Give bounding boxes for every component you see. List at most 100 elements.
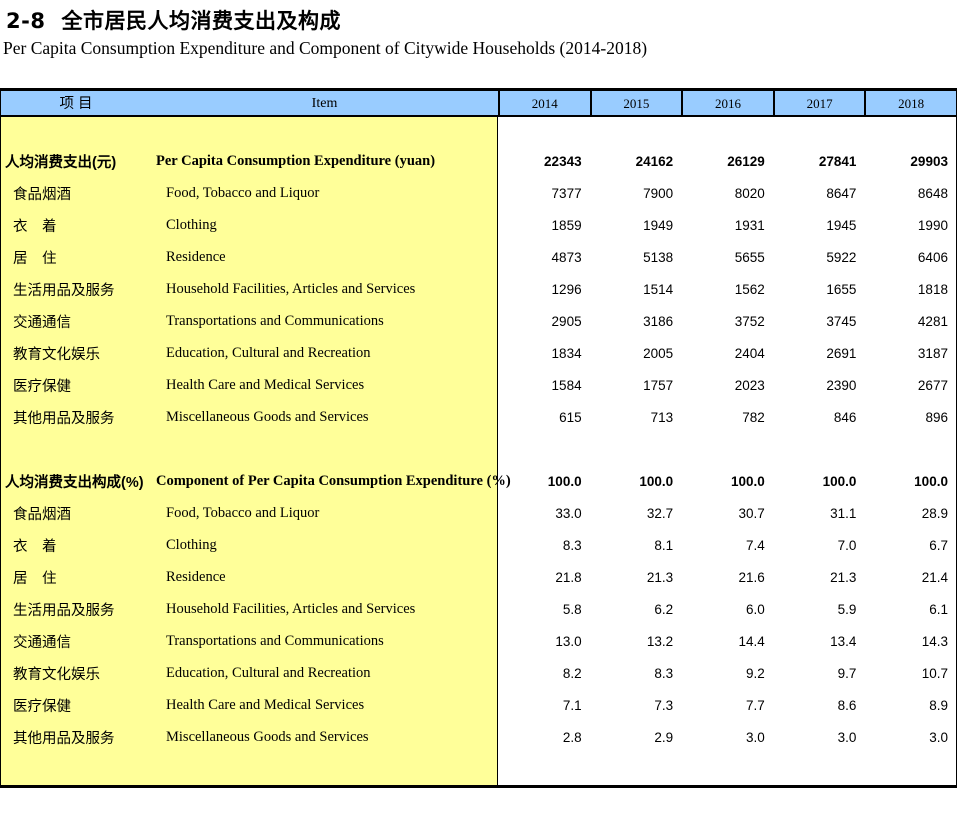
value-2016: 2404 <box>734 345 765 361</box>
value-2017: 3.0 <box>837 729 857 745</box>
value-2014: 7.1 <box>562 697 582 713</box>
value-2016: 100.0 <box>730 473 765 489</box>
column-header-year-2015: 2015 <box>589 91 682 115</box>
row-label-cn: 其他用品及服务 <box>13 730 115 747</box>
table-section-expenditure: 人均消费支出(元) Per Capita Consumption Expendi… <box>1 145 956 433</box>
value-2018: 896 <box>925 409 948 425</box>
value-2017: 13.4 <box>830 633 857 649</box>
value-2016: 782 <box>742 409 765 425</box>
value-2018: 3187 <box>917 345 948 361</box>
value-2016: 26129 <box>727 153 765 169</box>
value-2015: 1514 <box>643 281 674 297</box>
table-row: 人均消费支出构成(%) Component of Per Capita Cons… <box>1 465 956 497</box>
table-row: 衣 着 Clothing 1859 1949 1931 1945 1990 <box>1 209 956 241</box>
page-title: 2-8 全市居民人均消费支出及构成 <box>6 5 341 35</box>
row-label-en: Education, Cultural and Recreation <box>166 664 371 681</box>
expenditure-table: 项 目 Item 2014 2015 2016 2017 2018 人均消费支出… <box>0 88 957 788</box>
value-2015: 13.2 <box>646 633 674 649</box>
value-2016: 30.7 <box>738 505 765 521</box>
value-2017: 100.0 <box>822 473 857 489</box>
value-2014: 13.0 <box>555 633 582 649</box>
value-2018: 29903 <box>910 153 948 169</box>
table-row: 生活用品及服务 Household Facilities, Articles a… <box>1 593 956 625</box>
value-2018: 6.1 <box>929 601 948 617</box>
value-2017: 846 <box>833 409 857 425</box>
page-title-cn: 全市居民人均消费支出及构成 <box>61 9 341 33</box>
row-label-en: Health Care and Medical Services <box>166 696 365 713</box>
value-2018: 100.0 <box>914 473 948 489</box>
value-2016: 7.4 <box>746 537 765 553</box>
value-2014: 100.0 <box>547 473 582 489</box>
table-row: 食品烟酒 Food, Tobacco and Liquor 33.0 32.7 … <box>1 497 956 529</box>
table-number: 2-8 <box>6 9 46 33</box>
column-header-year-2017: 2017 <box>772 91 865 115</box>
value-2017: 7.0 <box>837 537 857 553</box>
value-2015: 2.9 <box>654 729 674 745</box>
value-2018: 4281 <box>917 313 948 329</box>
table-row: 医疗保健 Health Care and Medical Services 7.… <box>1 689 956 721</box>
value-2018: 1990 <box>917 217 948 233</box>
row-label-cn: 生活用品及服务 <box>13 602 115 619</box>
value-2017: 5.9 <box>837 601 857 617</box>
table-row: 居 住 Residence 4873 5138 5655 5922 6406 <box>1 241 956 273</box>
row-label-en: Food, Tobacco and Liquor <box>166 504 320 521</box>
table-row: 其他用品及服务 Miscellaneous Goods and Services… <box>1 401 956 433</box>
value-2014: 2.8 <box>562 729 582 745</box>
value-2018: 3.0 <box>929 729 948 745</box>
value-2018: 2677 <box>917 377 948 393</box>
table-row: 居 住 Residence 21.8 21.3 21.6 21.3 21.4 <box>1 561 956 593</box>
value-2014: 1296 <box>551 281 582 297</box>
value-2017: 3745 <box>826 313 857 329</box>
column-header-item-cn: 项 目 <box>59 96 93 112</box>
value-2014: 7377 <box>551 185 582 201</box>
table-header-row: 项 目 Item 2014 2015 2016 2017 2018 <box>1 91 956 117</box>
value-2014: 21.8 <box>555 569 582 585</box>
row-label-en: Residence <box>166 248 226 265</box>
value-2015: 1757 <box>643 377 674 393</box>
table-row: 生活用品及服务 Household Facilities, Articles a… <box>1 273 956 305</box>
row-label-en: Miscellaneous Goods and Services <box>166 728 369 745</box>
table-row: 交通通信 Transportations and Communications … <box>1 625 956 657</box>
value-2016: 2023 <box>734 377 765 393</box>
row-label-cn: 交通通信 <box>13 634 71 651</box>
value-2015: 24162 <box>635 153 674 169</box>
row-label-en: Food, Tobacco and Liquor <box>166 184 320 201</box>
value-2015: 32.7 <box>646 505 674 521</box>
row-label-cn: 居 住 <box>13 570 57 587</box>
value-2016: 6.0 <box>746 601 765 617</box>
row-label-en: Household Facilities, Articles and Servi… <box>166 600 416 617</box>
table-body: 人均消费支出(元) Per Capita Consumption Expendi… <box>1 117 956 785</box>
value-2015: 3186 <box>643 313 674 329</box>
column-header-item-en: Item <box>311 96 338 111</box>
value-2015: 1949 <box>643 217 674 233</box>
value-2016: 1562 <box>734 281 765 297</box>
value-2018: 8648 <box>917 185 948 201</box>
row-label-cn: 居 住 <box>13 250 57 267</box>
row-label-cn: 食品烟酒 <box>13 186 71 203</box>
value-2016: 3752 <box>734 313 765 329</box>
value-2014: 8.3 <box>562 537 582 553</box>
row-label-cn: 衣 着 <box>13 538 57 555</box>
value-2017: 8.6 <box>837 697 857 713</box>
row-label-cn: 医疗保健 <box>13 698 71 715</box>
table-row: 衣 着 Clothing 8.3 8.1 7.4 7.0 6.7 <box>1 529 956 561</box>
value-2014: 1584 <box>551 377 582 393</box>
row-label-cn: 人均消费支出(元) <box>5 154 117 171</box>
value-2018: 28.9 <box>921 505 948 521</box>
table-row: 人均消费支出(元) Per Capita Consumption Expendi… <box>1 145 956 177</box>
value-2018: 6406 <box>917 249 948 265</box>
column-header-year-2014: 2014 <box>498 91 590 115</box>
row-label-en: Health Care and Medical Services <box>166 376 365 393</box>
table-row: 食品烟酒 Food, Tobacco and Liquor 7377 7900 … <box>1 177 956 209</box>
value-2015: 8.3 <box>654 665 674 681</box>
value-2015: 713 <box>650 409 674 425</box>
row-label-cn: 教育文化娱乐 <box>13 666 100 683</box>
value-2017: 27841 <box>818 153 857 169</box>
value-2017: 2390 <box>826 377 857 393</box>
row-label-cn: 医疗保健 <box>13 378 71 395</box>
column-header-year-2016: 2016 <box>681 91 773 115</box>
value-2016: 5655 <box>734 249 765 265</box>
row-label-cn: 人均消费支出构成(%) <box>5 474 144 491</box>
value-2015: 21.3 <box>646 569 674 585</box>
